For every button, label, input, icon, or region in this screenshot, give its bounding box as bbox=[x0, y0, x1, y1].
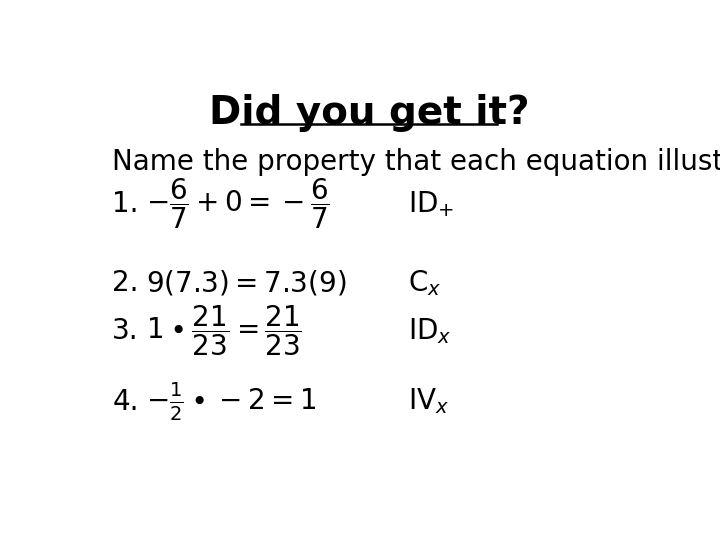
Text: Name the property that each equation illustrates:: Name the property that each equation ill… bbox=[112, 148, 720, 176]
Text: 4.: 4. bbox=[112, 388, 139, 416]
Text: $\mathrm{IV}_{x}$: $\mathrm{IV}_{x}$ bbox=[408, 387, 449, 416]
Text: 3.: 3. bbox=[112, 317, 139, 345]
Text: $-\frac{1}{2}\bullet -2=1$: $-\frac{1}{2}\bullet -2=1$ bbox=[145, 381, 316, 423]
Text: $\mathrm{ID}_{+}$: $\mathrm{ID}_{+}$ bbox=[408, 189, 454, 219]
Text: 2.: 2. bbox=[112, 269, 139, 297]
Text: 1.: 1. bbox=[112, 190, 139, 218]
Text: Did you get it?: Did you get it? bbox=[209, 94, 529, 132]
Text: $9(7.3) = 7.3(9)$: $9(7.3) = 7.3(9)$ bbox=[145, 268, 346, 298]
Text: $-\dfrac{6}{7}+0=-\dfrac{6}{7}$: $-\dfrac{6}{7}+0=-\dfrac{6}{7}$ bbox=[145, 177, 330, 232]
Text: $\mathrm{ID}_{x}$: $\mathrm{ID}_{x}$ bbox=[408, 316, 451, 346]
Text: $\mathrm{C}_{x}$: $\mathrm{C}_{x}$ bbox=[408, 268, 441, 298]
Text: $1\bullet\dfrac{21}{23}=\dfrac{21}{23}$: $1\bullet\dfrac{21}{23}=\dfrac{21}{23}$ bbox=[145, 303, 302, 358]
